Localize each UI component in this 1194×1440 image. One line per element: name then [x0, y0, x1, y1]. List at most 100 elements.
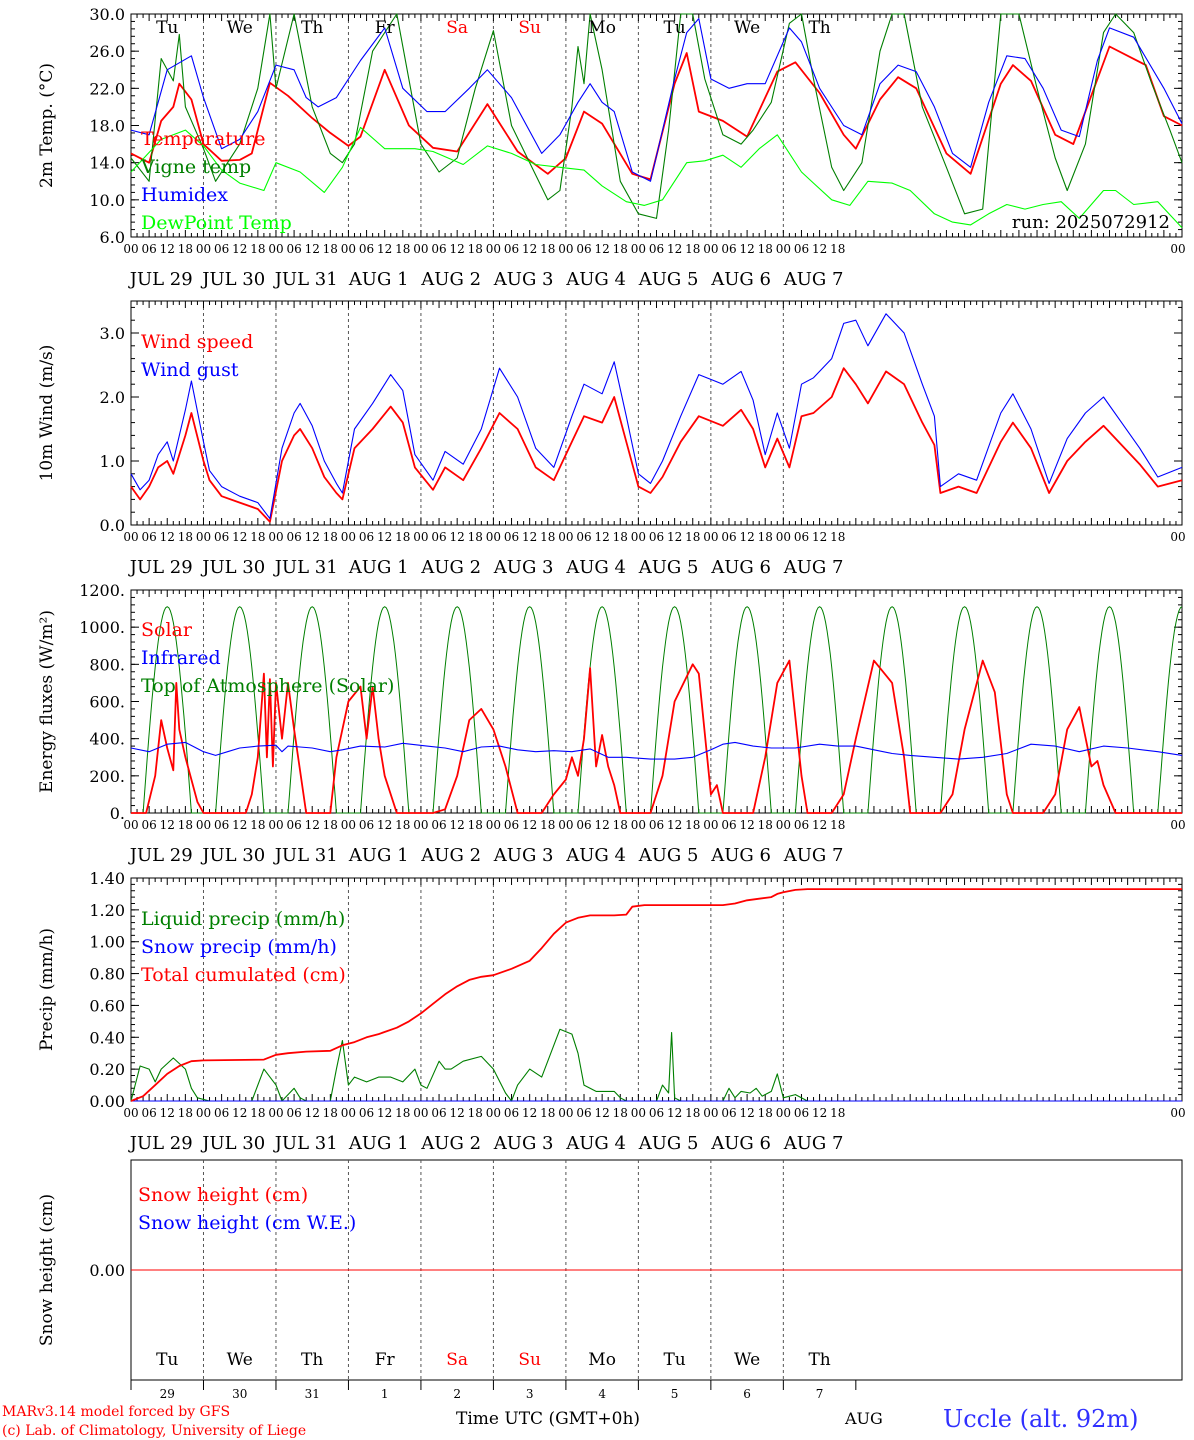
hour-tick-label: 06 [721, 242, 736, 256]
hour-tick-label: 06 [504, 818, 519, 832]
hour-tick-label: 06 [431, 1106, 446, 1120]
hour-tick-label: 12 [594, 818, 609, 832]
hour-tick-label: 00 [413, 530, 428, 544]
hour-tick-label: 12 [232, 818, 247, 832]
legend-entry: Wind gust [141, 359, 239, 381]
hour-tick-label: 18 [540, 530, 555, 544]
y-tick-label: 10.0 [89, 191, 125, 210]
panel-5: 0.00 Snow height (cm) Snow height (cm) Snow… [37, 1159, 1183, 1401]
y-tick-label: 800. [89, 655, 125, 674]
y-tick-label: 3.0 [100, 324, 125, 343]
y-tick-label: 1200. [79, 581, 125, 600]
hour-tick-label: 18 [178, 530, 193, 544]
hour-tick-label: 00 [631, 242, 646, 256]
day-label: AUG 3 [493, 845, 554, 866]
hour-tick-label: 18 [250, 1106, 265, 1120]
hour-tick-label: 18 [685, 818, 700, 832]
hour-tick-label: 18 [613, 1106, 628, 1120]
day-number-label: 3 [526, 1387, 534, 1401]
hour-tick-label: 12 [377, 242, 392, 256]
y-axis-label: Energy fluxes (W/m²) [37, 610, 57, 793]
legend-entry: Solar [141, 619, 193, 641]
hour-tick-label: 00 [776, 1106, 791, 1120]
hour-tick-label: 00 [703, 530, 718, 544]
hour-tick-label: 06 [359, 1106, 374, 1120]
hour-tick-label: 00 [703, 1106, 718, 1120]
hour-tick-label: 18 [758, 1106, 773, 1120]
hour-tick-label: 00 [123, 530, 138, 544]
y-tick-label: 0. [110, 804, 125, 823]
hour-tick-label: 00 [703, 818, 718, 832]
hour-tick-label: 00 [776, 530, 791, 544]
hour-tick-label: 12 [377, 1106, 392, 1120]
hour-tick-label: 06 [504, 530, 519, 544]
y-tick-label: 400. [89, 730, 125, 749]
day-label: AUG 2 [420, 269, 481, 290]
lab-credit-line: (c) Lab. of Climatology, University of L… [2, 1423, 306, 1439]
hour-tick-label: 00 [486, 530, 501, 544]
hour-tick-label: 06 [649, 242, 664, 256]
day-label: AUG 4 [565, 845, 626, 866]
hour-tick-label: 00 [123, 818, 138, 832]
series-infrared [130, 741, 1183, 760]
hour-tick-label: 00 [631, 1106, 646, 1120]
day-number-label: 2 [453, 1387, 461, 1401]
day-label: AUG 1 [348, 557, 409, 578]
hour-tick-label: 06 [431, 530, 446, 544]
hour-tick-label: 18 [830, 818, 845, 832]
day-label: JUL 29 [128, 557, 193, 578]
hour-tick-label: 06 [721, 530, 736, 544]
weekday-label: Th [301, 18, 323, 38]
day-label: AUG 7 [783, 1133, 844, 1154]
hour-tick-label: 06 [576, 530, 591, 544]
hour-tick-label: 00 [268, 242, 283, 256]
hour-tick-label: 18 [540, 1106, 555, 1120]
hour-tick-label: 00 [123, 242, 138, 256]
hour-tick-label: 18 [613, 530, 628, 544]
day-label: AUG 7 [783, 269, 844, 290]
hour-tick-label: 00 [268, 818, 283, 832]
hour-tick-label: 18 [323, 1106, 338, 1120]
hour-tick-label: 06 [141, 818, 156, 832]
series-temperature [130, 45, 1183, 181]
day-number-label: 5 [671, 1387, 679, 1401]
weekday-label: Tu [663, 1350, 685, 1370]
legend-entry: Vigne temp [140, 156, 251, 178]
day-label: JUL 29 [128, 269, 193, 290]
series-total-cumulated-cm- [130, 888, 1182, 1102]
hour-tick-label: 12 [667, 1106, 682, 1120]
hour-tick-label: 00 [486, 818, 501, 832]
hour-tick-label: 00 [776, 242, 791, 256]
day-number-label: 29 [160, 1387, 175, 1401]
hour-tick-label: 18 [250, 530, 265, 544]
hour-tick-label: 00 [413, 1106, 428, 1120]
series-humidex [130, 18, 1183, 182]
hour-tick-label: 06 [286, 1106, 301, 1120]
hour-tick-label: 00 [1170, 530, 1185, 544]
legend-entry: Snow precip (mm/h) [141, 936, 337, 958]
y-tick-label: 600. [89, 693, 125, 712]
series-vigne-temp [130, 13, 1183, 219]
station-label: Uccle (alt. 92m) [943, 1405, 1139, 1433]
hour-tick-label: 06 [359, 242, 374, 256]
legend-entry: Infrared [141, 647, 221, 669]
hour-tick-label: 12 [232, 530, 247, 544]
hour-tick-label: 06 [576, 1106, 591, 1120]
legend-entry: Humidex [141, 184, 228, 206]
day-number-label: 1 [381, 1387, 389, 1401]
panel-1: 00 06 12 18 00 06 12 18 00 06 12 18 00 06 12 18 00 06 12 18… [37, 5, 1186, 290]
hour-tick-label: 12 [377, 530, 392, 544]
legend-entry: Liquid precip (mm/h) [141, 908, 345, 930]
hour-tick-label: 18 [395, 242, 410, 256]
hour-tick-label: 00 [558, 530, 573, 544]
hour-tick-label: 00 [776, 818, 791, 832]
hour-tick-label: 06 [431, 242, 446, 256]
time-axis-label: Time UTC (GMT+0h) [456, 1409, 640, 1429]
hour-tick-label: 06 [214, 818, 229, 832]
hour-tick-label: 12 [305, 818, 320, 832]
hour-tick-label: 06 [649, 818, 664, 832]
hour-tick-label: 12 [739, 1106, 754, 1120]
y-tick-label: 1.40 [89, 869, 125, 888]
hour-tick-label: 12 [522, 530, 537, 544]
hour-tick-label: 18 [830, 242, 845, 256]
